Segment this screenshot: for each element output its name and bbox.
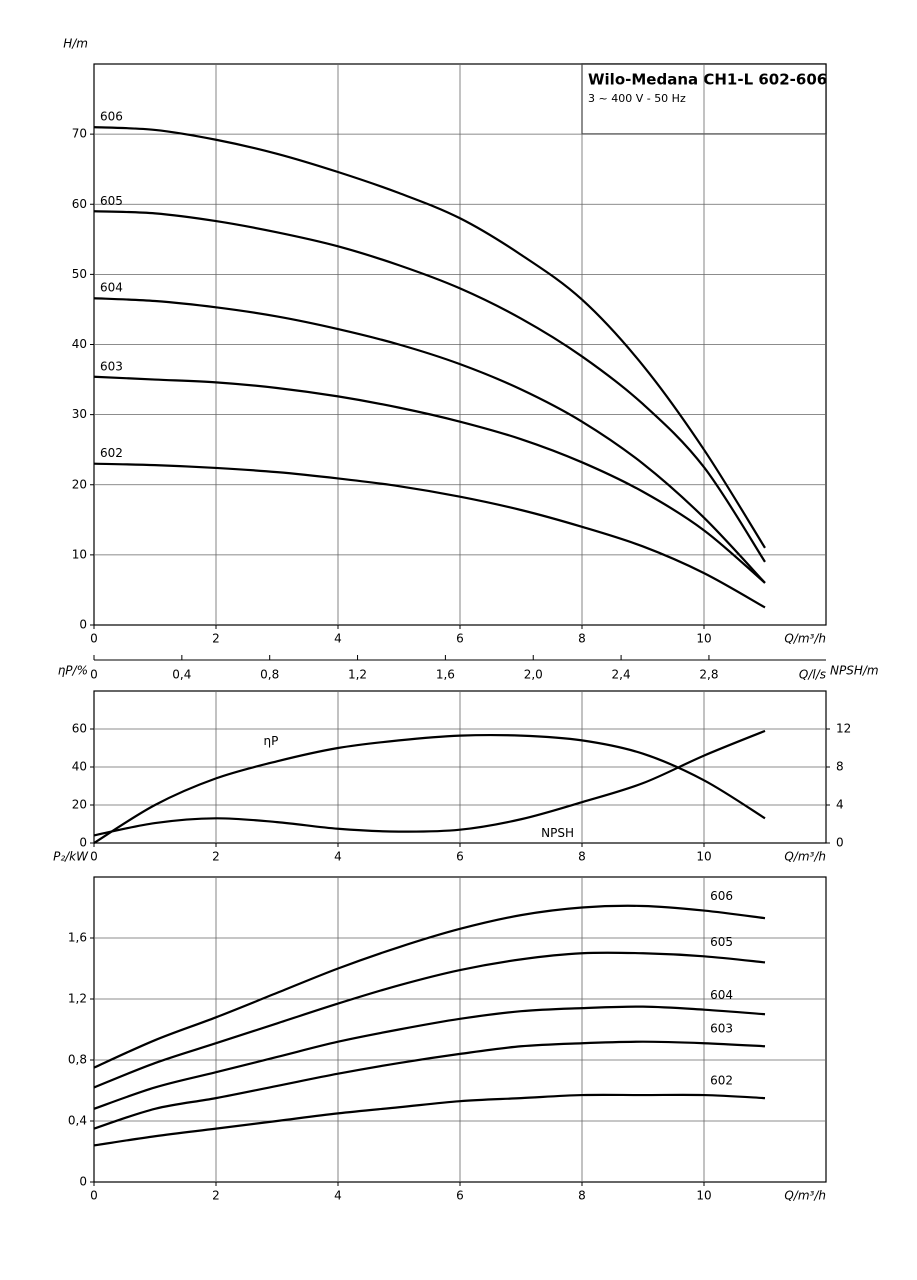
y-tick-label: 60 bbox=[72, 197, 87, 211]
x-tick-label: 10 bbox=[696, 1189, 711, 1203]
x-tick-label: 0 bbox=[90, 850, 98, 864]
series-label: 606 bbox=[100, 110, 123, 124]
series-label: NPSH bbox=[541, 826, 574, 840]
y-axis-label: H/m bbox=[63, 37, 88, 51]
x-tick-label: 10 bbox=[696, 850, 711, 864]
x-tick-label: 4 bbox=[334, 632, 342, 646]
y-tick-label: 40 bbox=[72, 760, 87, 774]
y-tick-label: 1,2 bbox=[68, 992, 87, 1006]
y-axis-label: P₂/kW bbox=[53, 850, 89, 864]
x2-tick-label: 2,8 bbox=[699, 668, 718, 682]
y-tick-label: 1,6 bbox=[68, 931, 87, 945]
x2-axis-label: Q/l/s bbox=[799, 668, 826, 682]
y2-tick-label: 8 bbox=[836, 760, 844, 774]
data-line bbox=[93, 1005, 766, 1110]
x-tick-label: 0 bbox=[90, 1189, 98, 1203]
x2-tick-label: 0 bbox=[90, 668, 98, 682]
x-tick-label: 4 bbox=[334, 850, 342, 864]
x2-tick-label: 0,8 bbox=[260, 668, 279, 682]
x-tick-label: 2 bbox=[212, 632, 220, 646]
chart-subtitle: 3 ~ 400 V - 50 Hz bbox=[588, 92, 686, 105]
y-tick-label: 0,8 bbox=[68, 1053, 87, 1067]
chart-title: Wilo-Medana CH1-L 602-606 bbox=[588, 71, 827, 89]
x2-tick-label: 1,6 bbox=[436, 668, 455, 682]
y2-tick-label: 12 bbox=[836, 722, 851, 736]
data-line bbox=[93, 126, 766, 549]
series-label: 604 bbox=[100, 281, 123, 295]
series-label: 602 bbox=[710, 1074, 733, 1088]
x2-tick-label: 2,4 bbox=[612, 668, 631, 682]
data-line bbox=[93, 210, 766, 563]
x2-tick-label: 2,0 bbox=[524, 668, 543, 682]
y-tick-label: 30 bbox=[72, 407, 87, 421]
y-tick-label: 40 bbox=[72, 337, 87, 351]
x-axis-label: Q/m³/h bbox=[784, 1189, 826, 1203]
y-tick-label: 60 bbox=[72, 722, 87, 736]
x-tick-label: 6 bbox=[456, 1189, 464, 1203]
x-tick-label: 8 bbox=[578, 1189, 586, 1203]
x-tick-label: 8 bbox=[578, 850, 586, 864]
y2-tick-label: 4 bbox=[836, 798, 844, 812]
series-label: 605 bbox=[710, 935, 733, 949]
series-label: 604 bbox=[710, 988, 733, 1002]
data-line bbox=[93, 729, 766, 837]
series-label: 602 bbox=[100, 446, 123, 460]
data-line bbox=[93, 1093, 766, 1147]
data-line bbox=[93, 733, 766, 844]
data-line bbox=[93, 1040, 766, 1130]
x2-tick-label: 1,2 bbox=[348, 668, 367, 682]
series-label: 605 bbox=[100, 194, 123, 208]
x-tick-label: 2 bbox=[212, 850, 220, 864]
series-label: 606 bbox=[710, 889, 733, 903]
x-tick-label: 10 bbox=[696, 632, 711, 646]
data-line bbox=[93, 462, 766, 609]
y-tick-label: 0 bbox=[79, 618, 87, 632]
y-tick-label: 0 bbox=[79, 836, 87, 850]
x-tick-label: 4 bbox=[334, 1189, 342, 1203]
series-label: 603 bbox=[710, 1022, 733, 1036]
y-tick-label: 20 bbox=[72, 477, 87, 491]
data-line bbox=[93, 904, 766, 1069]
x-tick-label: 6 bbox=[456, 632, 464, 646]
x-axis-label: Q/m³/h bbox=[784, 850, 826, 864]
y-tick-label: 50 bbox=[72, 267, 87, 281]
y-tick-label: 70 bbox=[72, 127, 87, 141]
y2-axis-label: NPSH/m bbox=[830, 664, 879, 678]
data-line bbox=[93, 375, 766, 584]
y-tick-label: 10 bbox=[72, 547, 87, 561]
x-tick-label: 8 bbox=[578, 632, 586, 646]
y-tick-label: 20 bbox=[72, 798, 87, 812]
x2-tick-label: 0,4 bbox=[172, 668, 191, 682]
y2-tick-label: 0 bbox=[836, 836, 844, 850]
x-axis-label: Q/m³/h bbox=[784, 632, 826, 646]
x-tick-label: 0 bbox=[90, 632, 98, 646]
x-tick-label: 2 bbox=[212, 1189, 220, 1203]
series-label: ηP bbox=[263, 734, 278, 748]
y-axis-label: ηP/% bbox=[58, 664, 88, 678]
x-tick-label: 6 bbox=[456, 850, 464, 864]
y-tick-label: 0,4 bbox=[68, 1114, 87, 1128]
data-line bbox=[93, 951, 766, 1089]
series-label: 603 bbox=[100, 359, 123, 373]
data-line bbox=[93, 297, 766, 584]
y-tick-label: 0 bbox=[79, 1175, 87, 1189]
